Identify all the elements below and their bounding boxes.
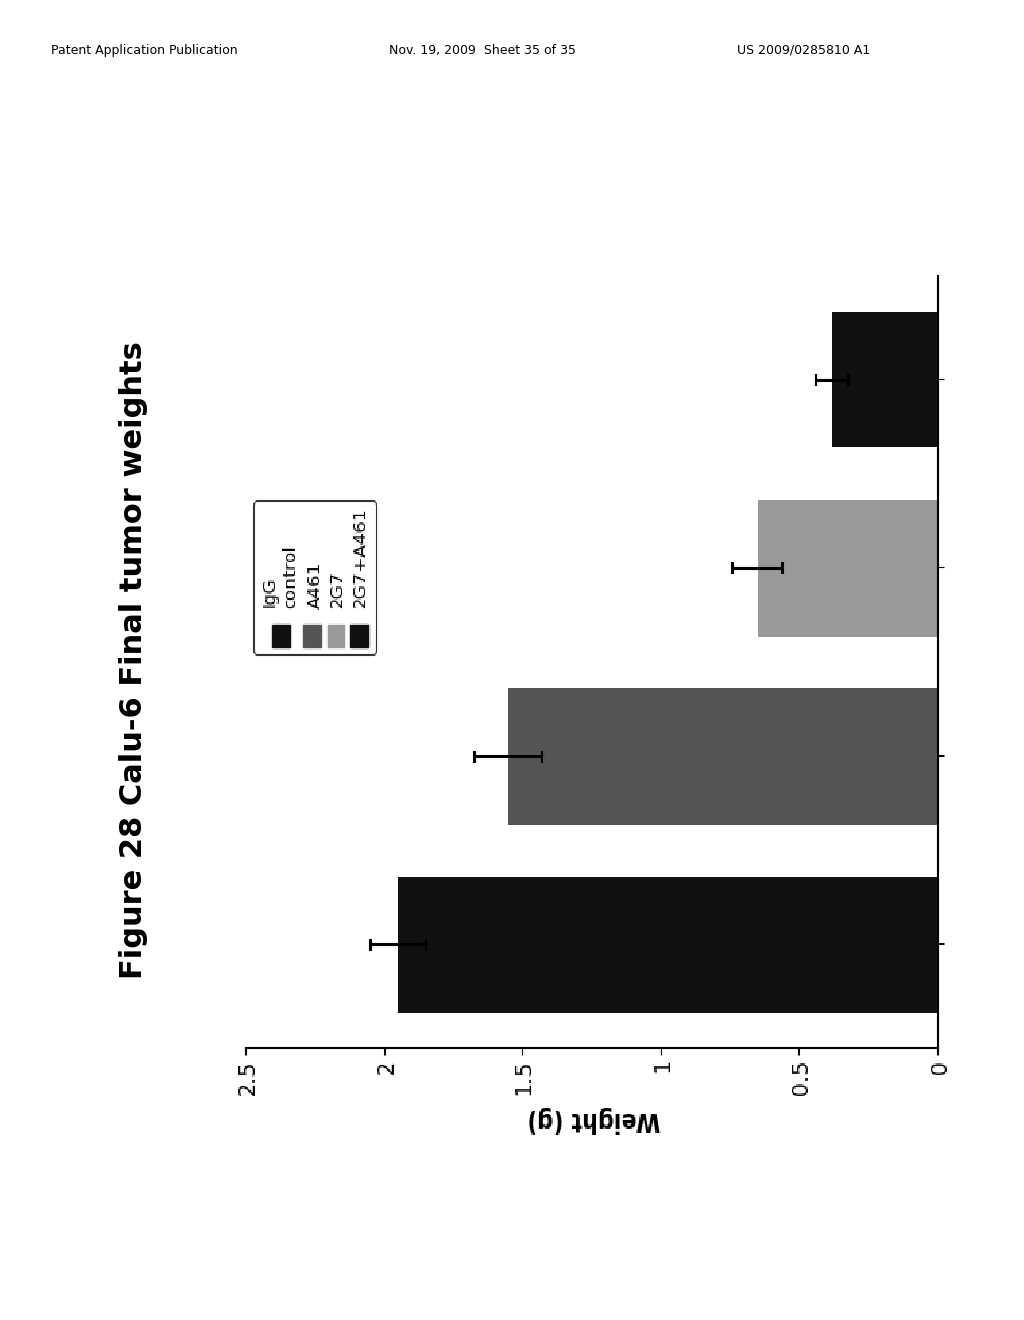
Text: Nov. 19, 2009  Sheet 35 of 35: Nov. 19, 2009 Sheet 35 of 35 <box>389 44 577 57</box>
Text: Figure 28 Calu-6 Final tumor weights: Figure 28 Calu-6 Final tumor weights <box>119 341 147 979</box>
Text: US 2009/0285810 A1: US 2009/0285810 A1 <box>737 44 870 57</box>
Text: Patent Application Publication: Patent Application Publication <box>51 44 238 57</box>
